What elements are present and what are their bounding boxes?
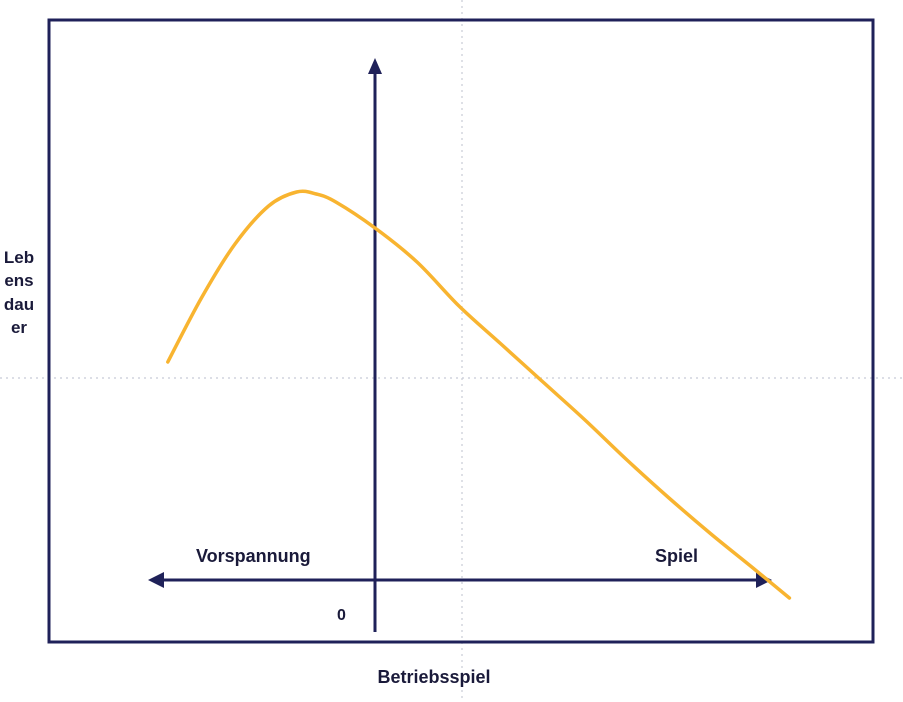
y-axis-arrow-top — [368, 58, 382, 74]
left-region-label: Vorspannung — [196, 546, 311, 566]
y-axis-title: Lebensdauer — [3, 248, 35, 338]
x-axis-arrow-left — [148, 572, 164, 588]
origin-label: 0 — [337, 607, 346, 624]
series-line-lebensdauer — [166, 189, 792, 600]
y-axis — [368, 58, 382, 632]
x-axis — [148, 572, 772, 588]
plot-frame — [47, 18, 875, 644]
x-axis-title: Betriebsspiel — [377, 667, 490, 687]
right-region-label: Spiel — [655, 546, 698, 566]
